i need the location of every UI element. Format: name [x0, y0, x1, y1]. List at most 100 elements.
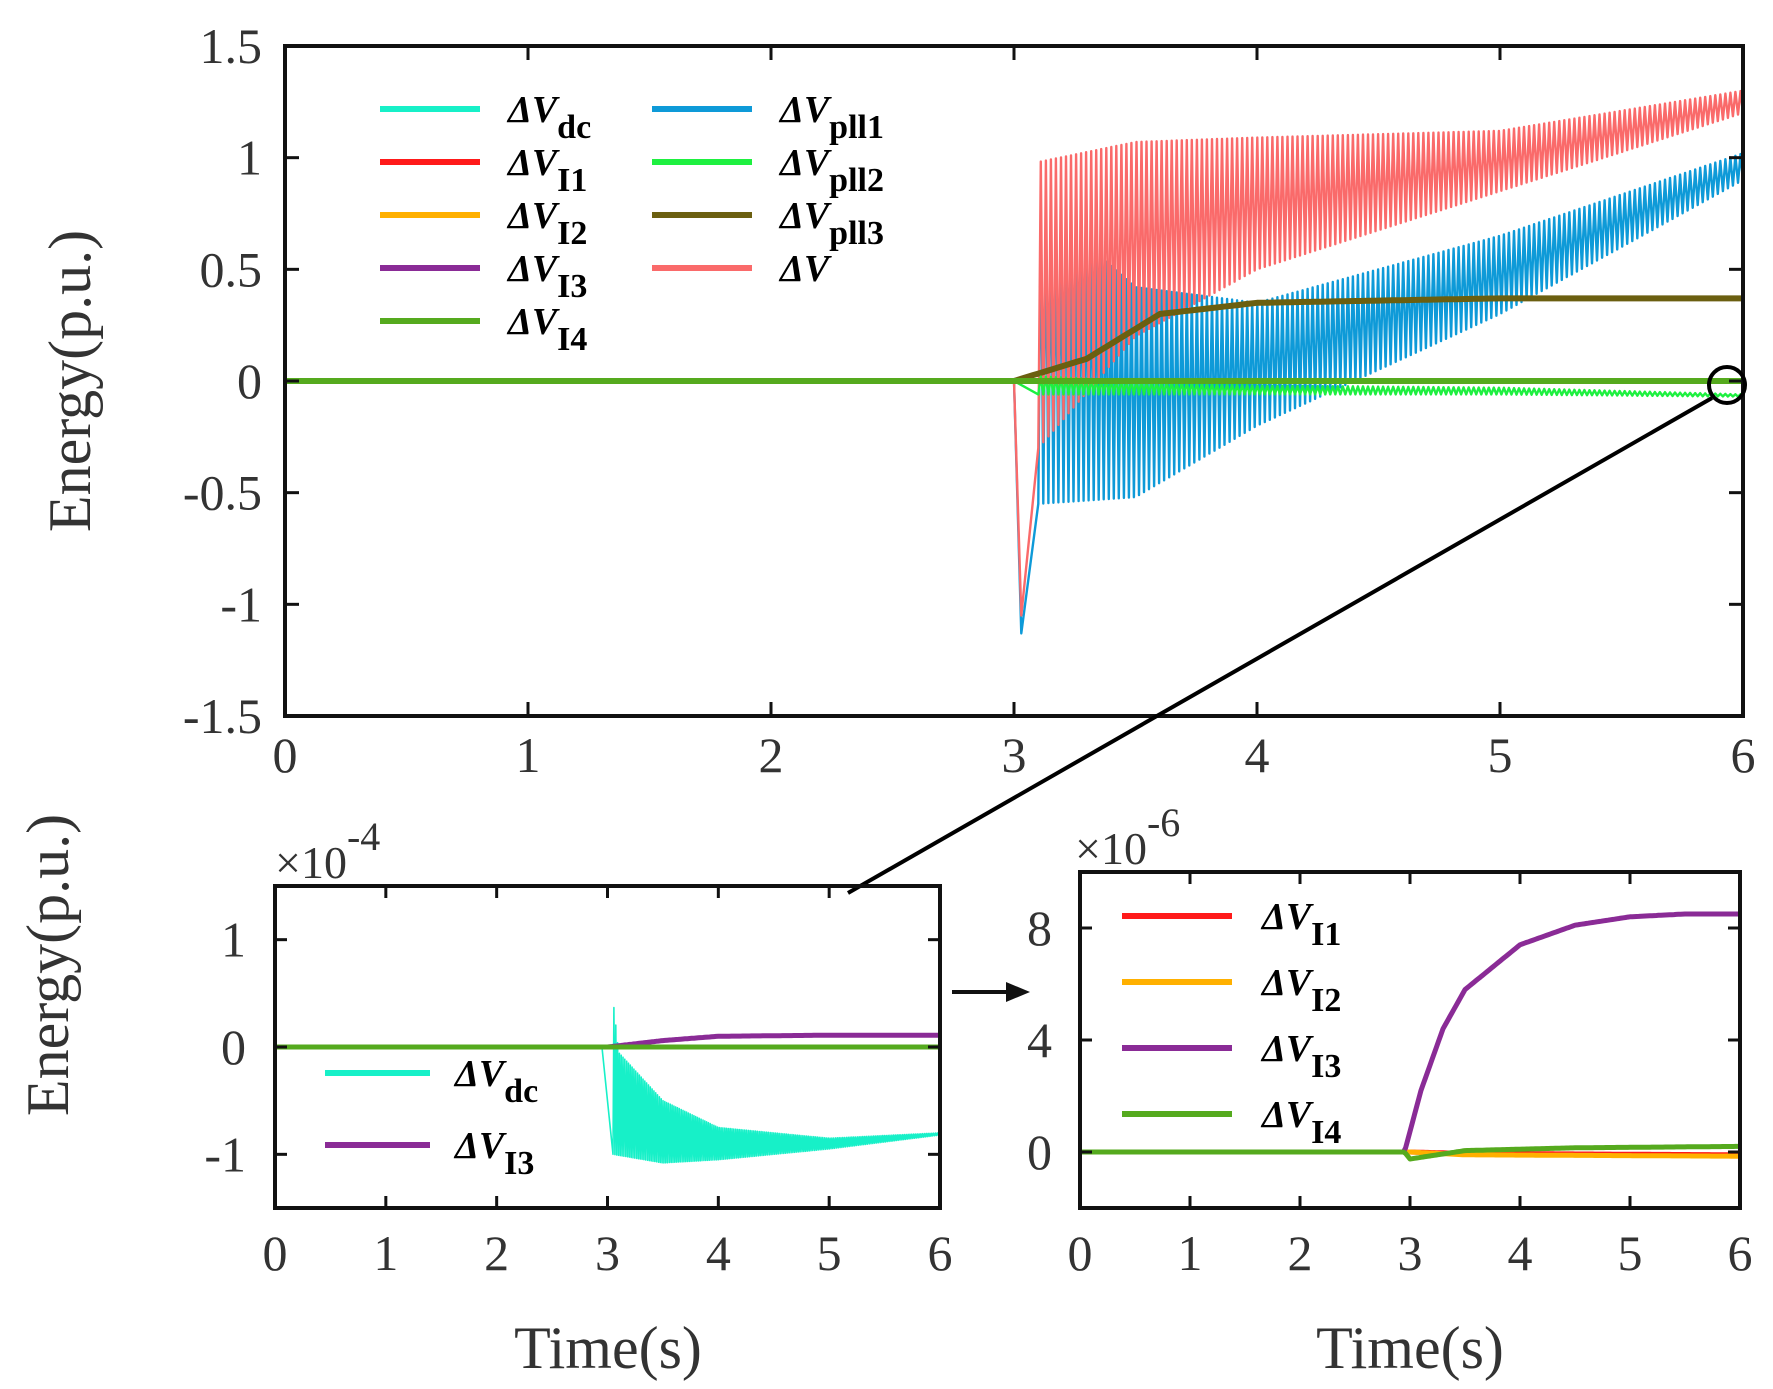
main-legend-label-dVI2: ΔVI2 [506, 195, 587, 252]
main-ytick-label: 1.5 [200, 18, 263, 74]
legend-subscript: I3 [557, 268, 587, 305]
inset2-xtick-label: 5 [1618, 1225, 1643, 1281]
inset1-legend-label-dVI3: ΔVI3 [453, 1125, 534, 1182]
main-ytick-label: -0.5 [183, 465, 262, 521]
inset1-exponent: ×10-4 [275, 814, 380, 888]
inset1-exponent-power: -4 [347, 814, 380, 859]
inset2-series-layer [1080, 911, 1740, 1162]
legend-symbol: ΔV [506, 248, 560, 290]
inset2-xtick-label: 4 [1508, 1225, 1533, 1281]
legend-symbol: ΔV [506, 89, 560, 131]
legend-symbol: ΔV [778, 195, 832, 237]
inset1-x-axis-label: Time(s) [514, 1315, 702, 1381]
legend-subscript: I3 [504, 1145, 534, 1182]
main-legend-label-dVdc: ΔVdc [506, 89, 591, 146]
main-xtick-label: 6 [1731, 727, 1756, 783]
inset2-legend-label-dVI1: ΔVI1 [1260, 896, 1341, 953]
inset1-series-layer [275, 1006, 940, 1164]
legend-symbol: ΔV [506, 301, 560, 343]
inset1-ytick-label: 1 [221, 912, 246, 968]
legend-subscript: I2 [1311, 982, 1341, 1019]
inset1-xtick-label: 6 [928, 1225, 953, 1281]
legend-subscript: I1 [1311, 916, 1341, 953]
main-legend-label-dVI1: ΔVI1 [506, 142, 587, 199]
inset1-y-axis-label: Energy(p.u.) [15, 814, 81, 1116]
inset2-legend-label-dVI3: ΔVI3 [1260, 1028, 1341, 1085]
legend-symbol: ΔV [778, 89, 832, 131]
main-ytick-label: 0.5 [200, 241, 263, 297]
main-legend-label-dVpll1: ΔVpll1 [778, 89, 884, 146]
inset2-legend-label-dVI2: ΔVI2 [1260, 962, 1341, 1019]
inset1-ytick-label: 0 [221, 1019, 246, 1075]
legend-subscript: pll3 [829, 215, 884, 252]
inset1-exponent-base: ×10 [275, 837, 347, 888]
inset2-xtick-label: 0 [1068, 1225, 1093, 1281]
legend-symbol: ΔV [778, 248, 832, 290]
inset1-series-dVdc [275, 1006, 940, 1164]
inset2-legend-label-dVI4: ΔVI4 [1260, 1094, 1341, 1151]
main-xtick-label: 2 [759, 727, 784, 783]
inset1-ytick-label: -1 [204, 1126, 246, 1182]
inset1-xtick-label: 2 [484, 1225, 509, 1281]
zoom-circle [1707, 365, 1747, 405]
main-ytick-label: -1 [220, 576, 262, 632]
main-ytick-label: 0 [237, 353, 262, 409]
inset2-ytick-label: 0 [1027, 1124, 1052, 1180]
legend-subscript: I2 [557, 215, 587, 252]
inset-arrow-head [1006, 982, 1030, 1002]
legend-symbol: ΔV [506, 142, 560, 184]
legend-symbol: ΔV [1260, 962, 1314, 1004]
inset1-xtick-label: 5 [817, 1225, 842, 1281]
inset1-xtick-label: 1 [373, 1225, 398, 1281]
inset2-ytick-label: 8 [1027, 900, 1052, 956]
main-legend-label-dVpll3: ΔVpll3 [778, 195, 884, 252]
inset2-xtick-label: 1 [1178, 1225, 1203, 1281]
inset2-exponent-base: ×10 [1075, 823, 1147, 874]
legend-symbol: ΔV [1260, 1028, 1314, 1070]
main-xtick-label: 3 [1002, 727, 1027, 783]
inset2-exponent-power: -6 [1147, 800, 1180, 845]
legend-subscript: I1 [557, 162, 587, 199]
inset2-series-dVI4 [1080, 1143, 1740, 1162]
legend-subscript: I4 [1311, 1114, 1341, 1151]
main-legend-label-dVI4: ΔVI4 [506, 301, 587, 358]
legend-symbol: ΔV [506, 195, 560, 237]
inset2-tick-layer: 0 1 2 3 4 5 6 8 4 0 [1027, 872, 1753, 1281]
main-chart: 0 1 2 3 4 5 61.510.50-0.5-1-1.5 ΔVdcΔVI1ΔVI2ΔV… [37, 18, 1756, 895]
main-xtick-label: 4 [1245, 727, 1270, 783]
legend-subscript: I4 [557, 321, 587, 358]
main-tick-layer: 0 1 2 3 4 5 6 1.5 1 0.5 0 -0.5 -1 -1.5 [183, 18, 1756, 783]
main-series-layer [285, 89, 1743, 635]
inset2-x-axis-label: Time(s) [1316, 1315, 1504, 1381]
inset1-xtick-label: 3 [595, 1225, 620, 1281]
legend-subscript: pll1 [829, 109, 884, 146]
inset2-ytick-label: 4 [1027, 1012, 1052, 1068]
inset1-tick-layer: 0 1 2 3 4 5 6 1 0 -1 [204, 886, 953, 1281]
legend-subscript: dc [504, 1073, 538, 1110]
main-xtick-label: 1 [516, 727, 541, 783]
legend-subscript: I3 [1311, 1048, 1341, 1085]
main-series-dVpll1 [285, 152, 1743, 635]
legend-symbol: ΔV [453, 1125, 507, 1167]
inset2-xtick-label: 2 [1288, 1225, 1313, 1281]
inset2-xtick-label: 6 [1728, 1225, 1753, 1281]
main-xtick-label: 5 [1488, 727, 1513, 783]
legend-subscript: pll2 [829, 162, 884, 199]
inset2-exponent: ×10-6 [1075, 800, 1180, 874]
legend-symbol: ΔV [453, 1053, 507, 1095]
main-series-dV [285, 89, 1743, 617]
inset2-xtick-label: 3 [1398, 1225, 1423, 1281]
zoom-connector-line [847, 396, 1713, 895]
main-legend-label-dV: ΔV [778, 248, 832, 290]
inset1-legend-label-dVdc: ΔVdc [453, 1053, 538, 1110]
legend-symbol: ΔV [1260, 1094, 1314, 1136]
main-ytick-label: -1.5 [183, 688, 262, 744]
legend-subscript: dc [557, 109, 591, 146]
legend-symbol: ΔV [1260, 896, 1314, 938]
